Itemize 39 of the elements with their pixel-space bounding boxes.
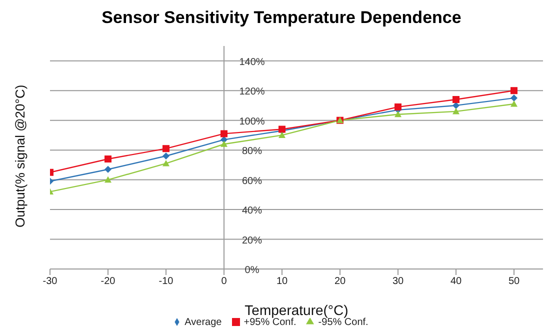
y-tick-label: 100% [239,116,265,128]
point [220,140,228,147]
y-axis-title: Output(% signal @20°C) [12,84,28,228]
point [452,96,460,104]
x-tick-label: 0 [221,276,228,288]
chart-title: Sensor Sensitivity Temperature Dependence [100,8,462,29]
point [104,176,112,183]
point [510,87,518,94]
x-tick-label: 40 [450,276,462,288]
x-tick-label: 50 [508,276,520,288]
point [510,100,518,107]
point [162,152,170,160]
legend-label: Average [184,317,222,328]
point [162,145,170,152]
point [278,132,286,138]
y-tick-label: 120% [239,86,265,98]
point [104,166,112,173]
y-tick-label: 60% [242,176,262,187]
legend-label: +95% Conf. [244,317,296,328]
y-tick-label: 0% [244,265,260,276]
x-tick-label: -10 [158,276,174,288]
legend-label: -95% Conf. [318,317,368,328]
y-tick-label: 80% [242,146,262,158]
x-tick-label: 20 [334,276,346,288]
x-tick-label: -20 [100,276,116,288]
x-axis-title: Temperature(°C) [244,302,348,318]
point [394,110,402,118]
point [452,108,460,114]
point [220,130,228,138]
point [510,94,518,102]
point [162,160,170,166]
x-tick-label: -30 [42,276,58,288]
y-tick-label: 20% [242,235,262,246]
point [394,103,402,110]
x-tick-label: 30 [392,276,404,288]
point [104,155,112,162]
y-tick-label: 40% [242,206,262,217]
y-tick-label: 140% [239,56,265,68]
x-tick-label: 10 [276,276,288,288]
